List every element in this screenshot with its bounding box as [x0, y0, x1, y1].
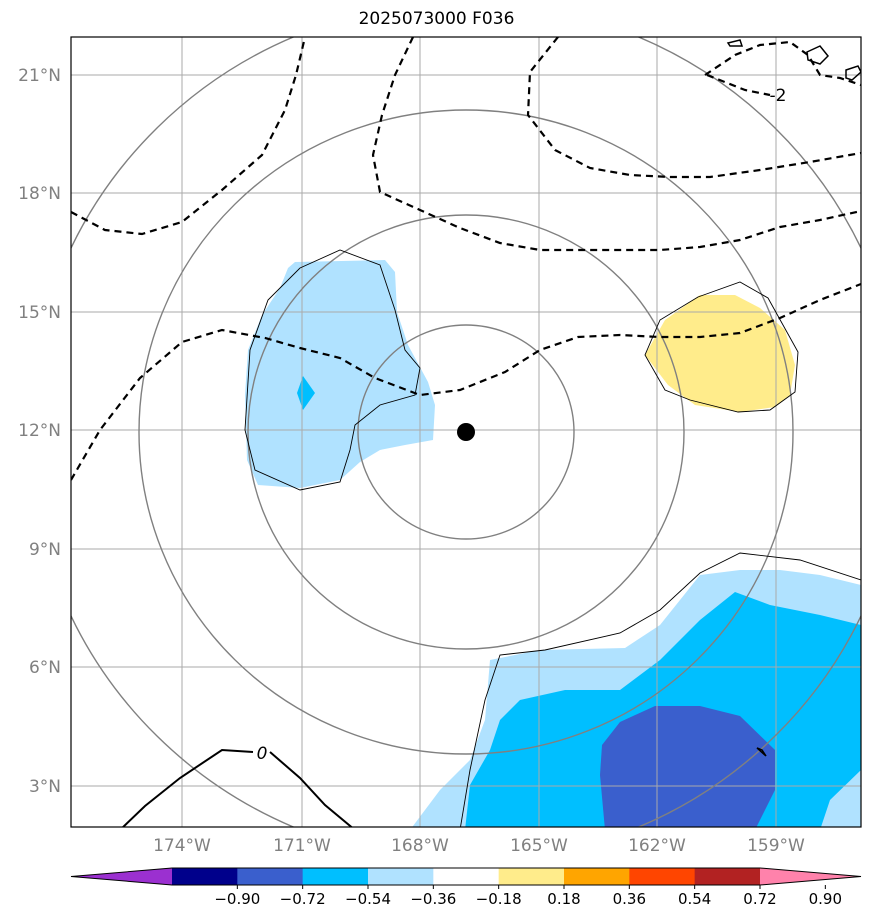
colorbar-extend-low	[71, 868, 172, 885]
colorbar-tick-label: −0.36	[410, 890, 456, 908]
lat-label: 18°N	[18, 184, 61, 204]
thin-contours	[244, 249, 861, 827]
positive-anomaly-region-east	[645, 295, 795, 412]
colorbar-segment	[629, 868, 696, 885]
lat-label: 9°N	[29, 540, 61, 560]
colorbar-segment	[433, 868, 500, 885]
colorbar-tick-label: 0.90	[809, 890, 842, 908]
lat-label: 12°N	[18, 421, 61, 441]
colorbar-segment	[694, 868, 761, 885]
colorbar-segment	[237, 868, 304, 885]
colorbar-segment	[498, 868, 565, 885]
zero-contour-line	[121, 748, 353, 827]
coastline-islands	[726, 39, 861, 757]
lat-label: 21°N	[18, 66, 61, 86]
colorbar-tick-label: −0.72	[280, 890, 326, 908]
map-area	[71, 37, 861, 827]
latitude-labels: 21°N 18°N 15°N 12°N 9°N 6°N 3°N	[18, 66, 61, 797]
colorbar: −0.90 −0.72 −0.54 −0.36 −0.18 0.18 0.36 0.54 0.7…	[70, 867, 862, 908]
colorbar-extend-high	[760, 868, 861, 885]
negative-anomaly-region-west	[245, 260, 435, 488]
colorbar-tick-label: −0.54	[345, 890, 391, 908]
range-rings	[71, 37, 861, 827]
lon-label: 171°W	[273, 836, 331, 856]
colorbar-tick-label: 0.18	[547, 890, 580, 908]
colorbar-tick-label: 0.36	[613, 890, 646, 908]
graticule	[71, 37, 861, 827]
colorbar-segment	[302, 868, 369, 885]
lon-label: 174°W	[153, 836, 211, 856]
colorbar-tick-label: −0.18	[476, 890, 522, 908]
colorbar-segment	[368, 868, 434, 885]
lon-label: 168°W	[391, 836, 449, 856]
lon-label: 162°W	[628, 836, 686, 856]
contour-label-zero: 0	[257, 744, 268, 764]
lon-label: 159°W	[747, 836, 805, 856]
negative-anomaly-region-south-dark	[600, 706, 775, 827]
lat-label: 6°N	[29, 658, 61, 678]
lon-label: 165°W	[510, 836, 568, 856]
colorbar-outline	[70, 867, 862, 886]
storm-center-marker	[457, 423, 475, 441]
colorbar-tick-label: 0.54	[678, 890, 711, 908]
map-title: 2025073000 F036	[358, 9, 515, 29]
lat-label: 3°N	[29, 777, 61, 797]
map-frame	[70, 36, 862, 828]
longitude-labels: 174°W 171°W 168°W 165°W 162°W 159°W	[153, 836, 805, 856]
colorbar-tick-label: −0.90	[214, 890, 260, 908]
colorbar-tick-label: 0.72	[743, 890, 776, 908]
colorbar-segment	[564, 868, 630, 885]
dashed-contours	[71, 37, 861, 481]
lat-label: 15°N	[18, 303, 61, 323]
contour-label-minus2: -2	[770, 86, 787, 106]
colorbar-segment	[172, 868, 238, 885]
